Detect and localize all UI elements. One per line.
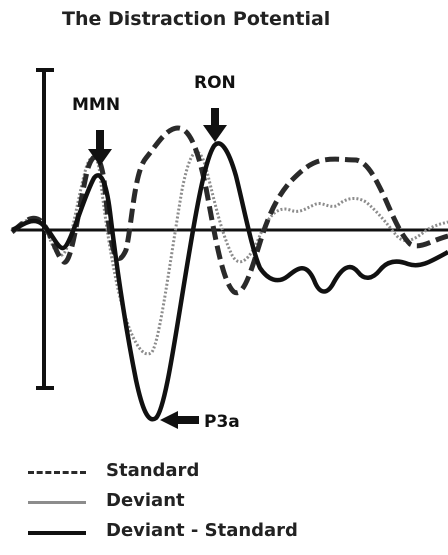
p3a-arrow-icon bbox=[160, 411, 199, 429]
difference-waveform bbox=[11, 141, 448, 422]
standard-waveform bbox=[10, 125, 448, 296]
p3a-label: P3a bbox=[204, 412, 240, 432]
legend-swatch-difference bbox=[28, 531, 86, 535]
ron-arrow-icon bbox=[203, 108, 227, 142]
legend-label-difference: Deviant - Standard bbox=[106, 520, 298, 541]
figure-title: The Distraction Potential bbox=[62, 8, 331, 30]
legend-swatch-standard bbox=[28, 471, 86, 474]
legend-label-standard: Standard bbox=[106, 460, 200, 481]
mmn-label: MMN bbox=[72, 95, 120, 115]
mmn-arrow-icon bbox=[88, 130, 112, 166]
deviant-waveform bbox=[11, 150, 448, 356]
ron-label: RON bbox=[194, 73, 236, 93]
legend-label-deviant: Deviant bbox=[106, 490, 185, 511]
legend-swatch-deviant bbox=[28, 501, 86, 504]
